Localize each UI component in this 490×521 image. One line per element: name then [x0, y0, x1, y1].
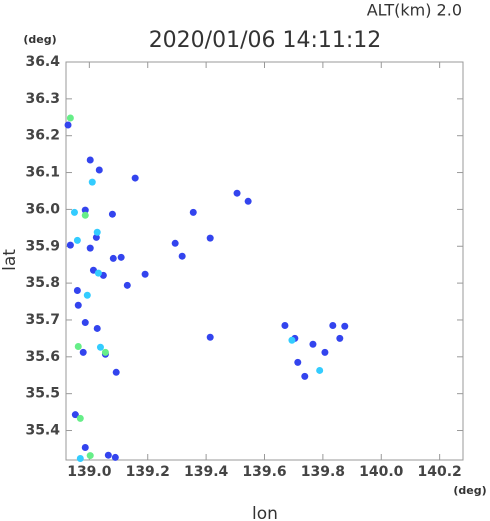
echo-point — [329, 321, 337, 329]
subtitle: ALT(km) 2.0 — [367, 1, 462, 20]
y-tick-label: 35.7 — [25, 312, 60, 328]
echo-point — [81, 319, 89, 327]
echo-point — [281, 321, 289, 329]
echo-point — [76, 455, 84, 463]
x-tick-label: 139.4 — [184, 464, 229, 480]
y-tick-label: 36.0 — [25, 201, 60, 217]
x-tick-label: 139.6 — [242, 464, 286, 480]
echo-point — [108, 210, 116, 218]
echo-point — [73, 286, 81, 294]
echo-point — [76, 414, 84, 422]
echo-point — [112, 368, 120, 376]
echo-point — [233, 189, 241, 197]
echo-point — [111, 453, 119, 461]
echo-point — [79, 348, 87, 356]
x-tick-label: 139.2 — [126, 464, 170, 480]
x-unit: (deg) — [453, 484, 486, 497]
echo-point — [81, 443, 89, 451]
y-tick-label: 35.4 — [25, 423, 60, 439]
echo-point — [88, 178, 96, 186]
echo-point — [92, 233, 100, 241]
y-axis-label: lat — [0, 249, 20, 271]
x-tick-label: 140.0 — [359, 464, 404, 480]
echo-point — [123, 281, 131, 289]
echo-point — [93, 324, 101, 332]
x-tick-label: 139.8 — [301, 464, 345, 480]
echo-point — [81, 211, 89, 219]
echo-point — [301, 372, 309, 380]
echo-point — [93, 228, 101, 236]
echo-point — [336, 334, 344, 342]
x-axis-label: lon — [252, 504, 278, 521]
echo-point — [66, 114, 74, 122]
echo-point — [309, 340, 317, 348]
echo-point — [74, 301, 82, 309]
y-tick-label: 35.5 — [25, 386, 60, 402]
echo-point — [71, 411, 79, 419]
echo-point — [96, 343, 104, 351]
echo-point — [101, 348, 109, 356]
echo-point — [294, 358, 302, 366]
echo-point — [288, 336, 296, 344]
echo-point — [64, 121, 72, 129]
plot-frame — [65, 61, 464, 461]
echo-point — [81, 206, 89, 214]
echo-point — [73, 236, 81, 244]
y-tick-label: 36.4 — [25, 54, 60, 70]
chart-title: 2020/01/06 14:11:12 — [149, 28, 382, 53]
echo-point — [86, 156, 94, 164]
x-tick-label: 140.2 — [417, 464, 461, 480]
echo-point — [189, 208, 197, 216]
echo-point — [321, 348, 329, 356]
echo-point — [70, 208, 78, 216]
echo-point — [117, 253, 125, 261]
echo-point — [206, 234, 214, 242]
x-tick-label: 139.0 — [67, 464, 112, 480]
echo-point — [316, 366, 324, 374]
echo-point — [83, 291, 91, 299]
echo-point — [86, 452, 94, 460]
y-tick-label: 36.3 — [25, 91, 60, 107]
y-tick-label: 36.2 — [25, 128, 60, 144]
echo-point — [95, 166, 103, 174]
echo-point — [178, 252, 186, 260]
echo-point — [341, 322, 349, 330]
echo-point — [244, 197, 252, 205]
echo-point — [74, 342, 82, 350]
echo-point — [141, 270, 149, 278]
y-tick-label: 35.8 — [25, 275, 60, 291]
echo-point — [94, 269, 102, 277]
y-tick-label: 35.6 — [25, 349, 60, 365]
echo-point — [131, 174, 139, 182]
echo-point — [206, 333, 214, 341]
echo-point — [171, 239, 179, 247]
y-tick-label: 36.1 — [25, 165, 60, 181]
y-tick-label: 35.9 — [25, 238, 60, 254]
echo-point — [66, 241, 74, 249]
echo-point — [86, 244, 94, 252]
echo-point — [109, 254, 117, 262]
echo-point — [104, 451, 112, 459]
y-unit: (deg) — [23, 33, 56, 46]
